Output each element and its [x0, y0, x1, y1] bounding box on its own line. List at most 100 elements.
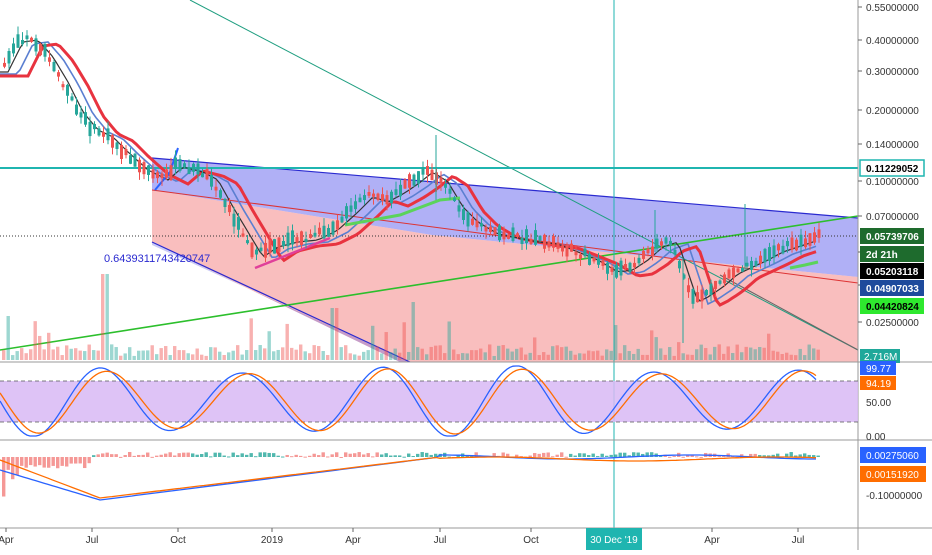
volume-bar — [425, 354, 429, 360]
volume-bar — [726, 346, 730, 360]
macd-histogram-bar — [753, 453, 757, 457]
volume-bar — [542, 352, 546, 360]
macd-histogram-bar — [218, 452, 222, 457]
candle-body — [750, 260, 753, 270]
volume-bar — [443, 353, 447, 360]
candle-body — [700, 289, 704, 302]
candle-body — [615, 264, 618, 278]
candle-body — [412, 174, 416, 186]
candle-body — [309, 234, 312, 238]
macd-histogram-bar — [668, 456, 672, 458]
macd-histogram-bar — [132, 455, 136, 457]
candle-body — [682, 274, 686, 279]
candle-body — [448, 188, 452, 194]
volume-bar — [105, 274, 109, 360]
volume-bar — [749, 347, 753, 360]
stoch-band — [0, 381, 858, 422]
volume-bar — [479, 348, 483, 360]
macd-histogram-bar — [686, 455, 690, 457]
volume-badge — [860, 349, 900, 363]
volume-bar — [308, 353, 312, 360]
macd-histogram-bar — [582, 453, 586, 457]
volume-bar — [452, 349, 456, 360]
macd-histogram-bar — [47, 457, 51, 468]
volume-bar — [51, 349, 55, 360]
candle-body — [111, 135, 114, 148]
volume-bar — [695, 349, 699, 360]
volume-bar — [33, 321, 37, 360]
volume-bar — [222, 355, 226, 360]
macd-histogram-bar — [83, 457, 87, 469]
volume-bar — [299, 344, 303, 360]
volume-bar — [146, 350, 150, 360]
macd-signal-line — [0, 456, 817, 499]
volume-bar — [735, 344, 739, 360]
price-badge-label: 0.11229052 — [866, 164, 919, 175]
macd-histogram-bar — [803, 453, 807, 457]
volume-bar — [798, 348, 802, 360]
stoch-d-line — [0, 368, 817, 435]
macd-histogram-bar — [65, 457, 69, 467]
macd-histogram-bar — [659, 456, 663, 458]
volume-bar — [330, 308, 334, 360]
candle-body — [336, 220, 339, 230]
volume-bar — [758, 346, 762, 360]
macd-histogram-bar — [627, 455, 631, 457]
volume-bar — [744, 346, 748, 360]
volume-bar — [686, 354, 690, 360]
candle-body — [768, 247, 771, 261]
price-badge — [860, 228, 924, 244]
macd-histogram-bar — [38, 457, 42, 466]
macd-histogram-bar — [506, 453, 510, 457]
volume-bar — [213, 347, 217, 360]
macd-histogram-bar — [717, 455, 721, 457]
macd-histogram-bar — [209, 456, 213, 458]
candle-body — [399, 184, 402, 197]
macd-histogram-bar — [470, 455, 474, 457]
macd-histogram-bar — [24, 457, 28, 468]
volume-bar — [785, 352, 789, 360]
macd-histogram-bar — [519, 456, 523, 458]
macd-histogram-bar — [294, 454, 298, 457]
macd-histogram-bar — [623, 452, 627, 457]
candle-body — [651, 246, 654, 257]
candle-body — [205, 168, 209, 180]
volume-bar — [384, 332, 388, 360]
macd-histogram-bar — [605, 455, 609, 457]
candle-body — [12, 43, 15, 54]
macd-histogram-bar — [672, 456, 676, 458]
candle-body — [322, 225, 326, 239]
volume-bar — [564, 346, 568, 360]
macd-histogram-bar — [578, 453, 582, 457]
candle-body — [223, 198, 227, 207]
candle-body — [25, 35, 29, 40]
candle-body — [669, 240, 672, 246]
macd-histogram-bar — [308, 455, 312, 457]
volume-bar — [528, 352, 532, 360]
stoch-k-line — [0, 365, 817, 437]
macd-histogram-bar — [371, 456, 375, 458]
candle-body — [390, 191, 393, 204]
volume-bar — [573, 354, 577, 360]
price-badge — [860, 280, 924, 296]
macd-histogram-bar — [564, 456, 568, 458]
volume-bar — [173, 346, 177, 360]
volume-bar — [731, 353, 735, 360]
candle-body — [430, 169, 434, 181]
candle-body — [547, 241, 551, 248]
macd-histogram-bar — [200, 454, 204, 457]
candle-body — [327, 227, 330, 237]
macd-histogram-bar — [816, 455, 820, 457]
candle-body — [408, 174, 411, 188]
volume-bar — [65, 345, 69, 360]
volume-bar — [416, 347, 420, 360]
volume-bar — [780, 354, 784, 360]
candle-body — [129, 155, 132, 164]
volume-bar — [578, 353, 582, 360]
candle-body — [786, 241, 789, 247]
volume-bar — [371, 325, 375, 360]
macd-histogram-bar — [87, 457, 91, 464]
volume-bar — [159, 348, 163, 360]
